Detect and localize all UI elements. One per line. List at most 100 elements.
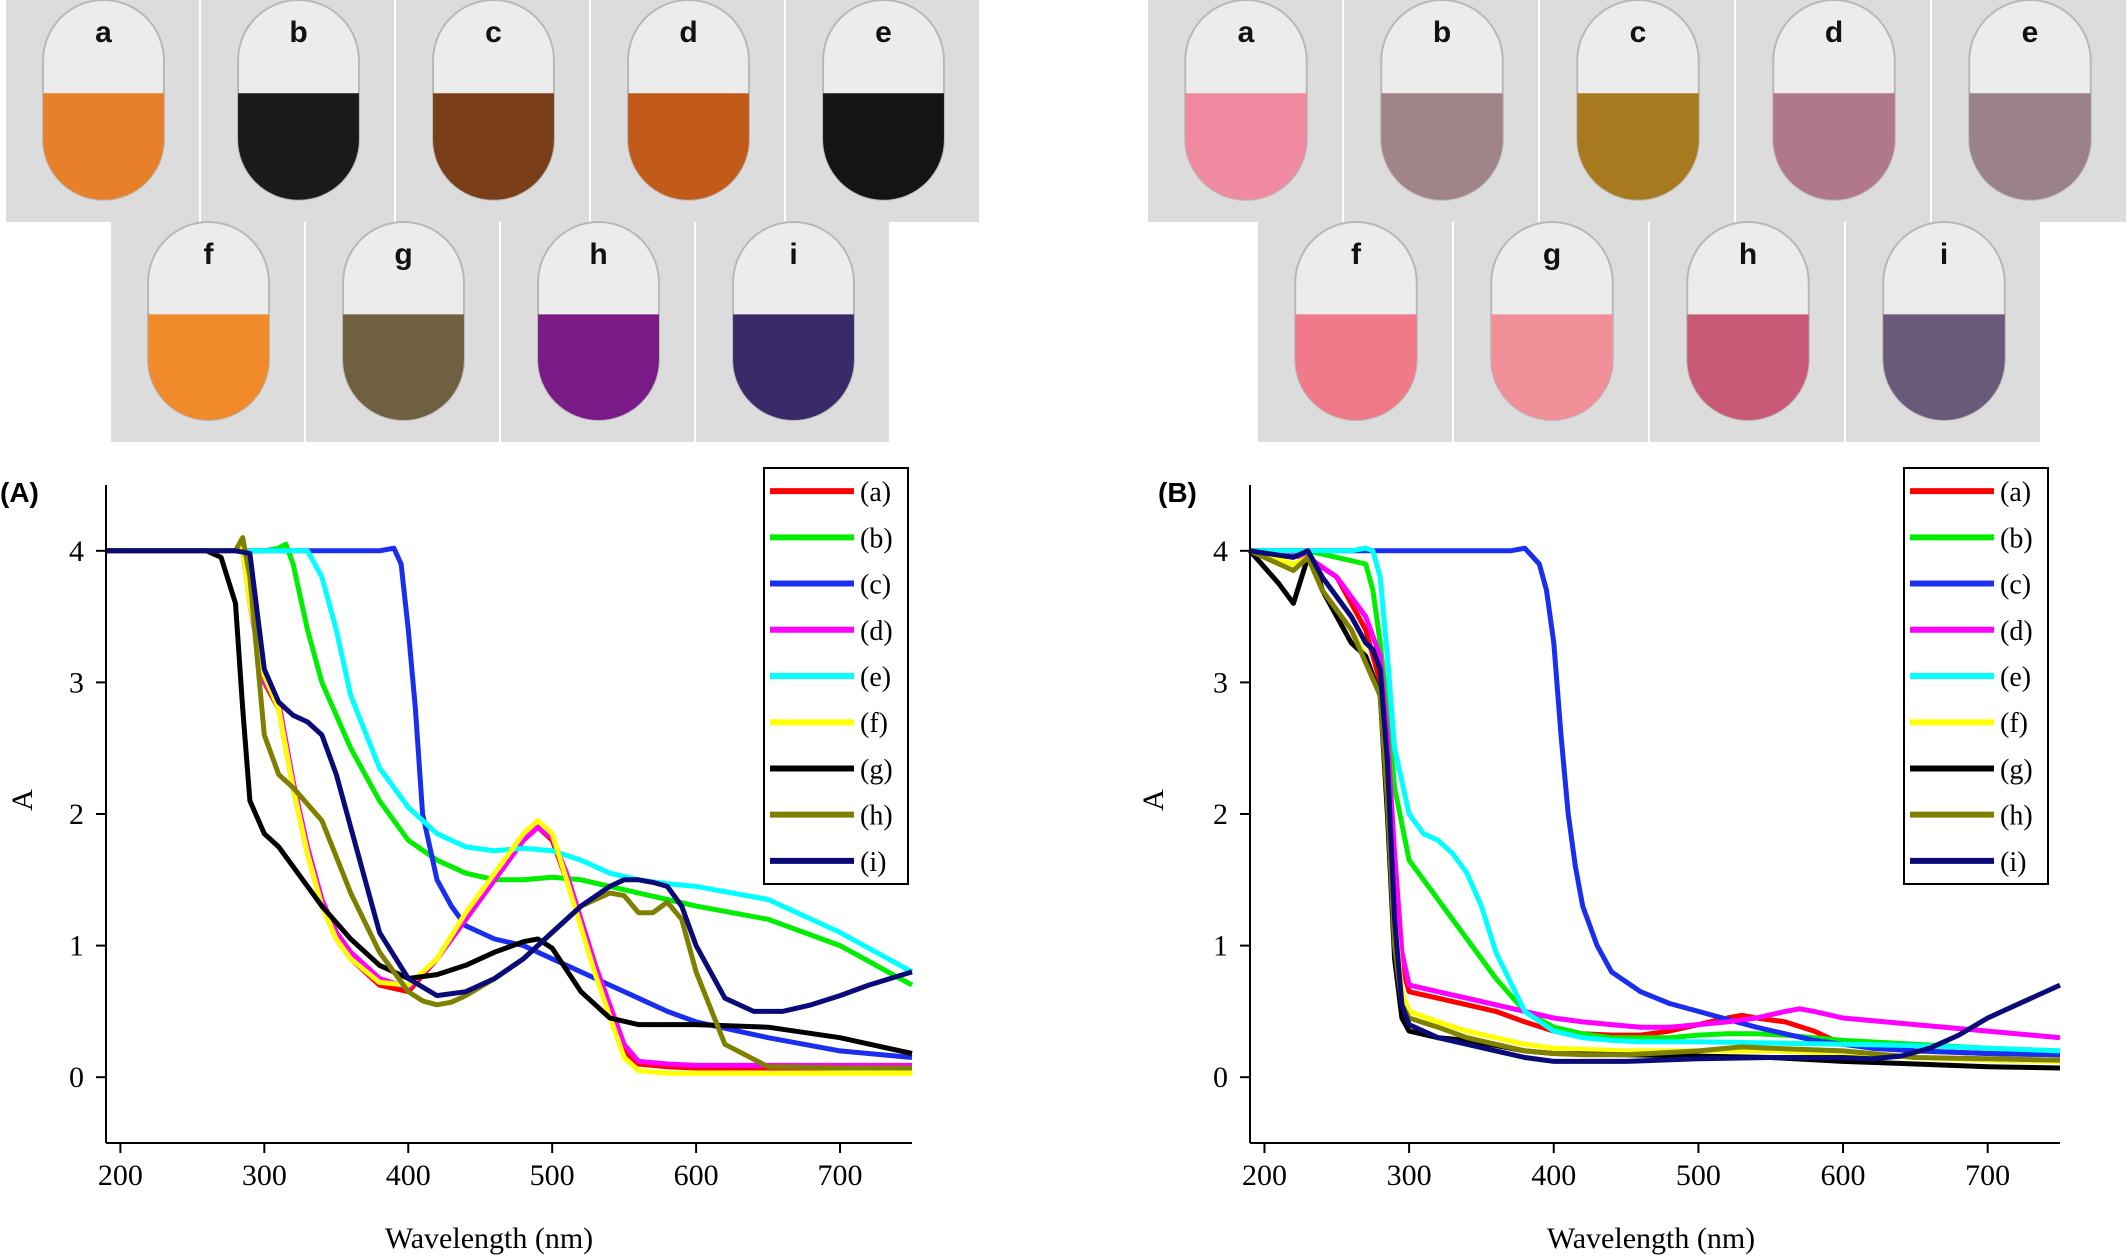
tube-label: c (1630, 16, 1647, 49)
tube-liquid (1295, 314, 1417, 420)
tube-liquid (1381, 93, 1503, 200)
tube-photo: a (6, 0, 199, 222)
tube-photo: h (1650, 221, 1844, 442)
photos-panel-b-row2: f g h i (1258, 221, 2040, 442)
y-tick-label: 3 (69, 666, 84, 699)
series-line (106, 545, 912, 1076)
series-line (106, 545, 913, 1060)
tube-photo: e (1932, 0, 2126, 222)
y-tick-label: 0 (69, 1061, 84, 1094)
x-tick-label: 700 (818, 1159, 863, 1192)
series-line (106, 548, 913, 1056)
tube-liquid (1773, 93, 1895, 200)
y-tick-label: 4 (69, 535, 84, 568)
tube-photo: h (501, 221, 694, 442)
tube-label: h (1739, 238, 1757, 271)
x-tick-label: 500 (530, 1159, 575, 1192)
tube-label: i (789, 238, 797, 271)
tube-liquid (1577, 93, 1699, 200)
x-tick-label: 700 (1965, 1159, 2010, 1192)
panel-label-a: (A) (0, 477, 39, 508)
y-tick-label: 1 (1213, 930, 1228, 963)
legend-entry: (f) (860, 708, 888, 739)
tube-liquid (343, 314, 464, 420)
x-tick-label: 400 (386, 1159, 431, 1192)
legend-entry: (d) (2000, 616, 2033, 647)
tube-liquid (538, 314, 659, 420)
photos-panel-a-row1: a b c d e (6, 0, 979, 222)
tube-label: b (1433, 16, 1451, 49)
tube-photo: e (786, 0, 979, 222)
tube-liquid (733, 314, 854, 420)
x-tick-label: 500 (1676, 1159, 1721, 1192)
tube-label: g (394, 238, 412, 271)
tube-label: d (1825, 16, 1843, 49)
tube-label: b (289, 16, 307, 49)
tube-photo: i (1846, 221, 2040, 442)
legend-entry: (c) (860, 570, 891, 601)
legend-entry: (i) (2000, 847, 2026, 878)
legend-entry: (b) (860, 523, 893, 554)
tube-liquid (1687, 314, 1809, 420)
legend: (a) (b) (c) (d) (e) (f) (g) (h) (i) (1903, 467, 2049, 885)
tube-photo: c (396, 0, 589, 222)
panel-label-b: (B) (1158, 477, 1197, 508)
photos-panel-b-row1: a b c d e (1148, 0, 2126, 222)
series-line (1249, 548, 2062, 1064)
tube-liquid (1883, 314, 2005, 420)
tube-liquid (823, 93, 944, 200)
legend-entry: (c) (2000, 570, 2031, 601)
tube-photo: g (1454, 221, 1648, 442)
series-line (1250, 545, 2061, 1054)
legend-entry: (g) (860, 754, 893, 785)
tube-photo: b (201, 0, 394, 222)
tube-photo: d (1736, 0, 1930, 222)
tube-label: d (679, 16, 697, 49)
tube-photo: a (1148, 0, 1342, 222)
x-tick-label: 300 (242, 1159, 287, 1192)
tube-photo: g (306, 221, 499, 442)
legend-entry: (h) (860, 801, 893, 832)
tube-liquid (238, 93, 359, 200)
x-tick-label: 400 (1531, 1159, 1576, 1192)
tube-label: a (95, 16, 112, 49)
tube-liquid (43, 93, 164, 200)
x-tick-label: 200 (98, 1159, 143, 1192)
tube-photo: c (1540, 0, 1734, 222)
y-tick-label: 3 (1213, 666, 1228, 699)
legend: (a) (b) (c) (d) (e) (f) (g) (h) (i) (763, 467, 909, 885)
tube-label: e (875, 16, 892, 49)
tube-liquid (148, 314, 269, 420)
x-tick-label: 300 (1387, 1159, 1432, 1192)
series-line (106, 548, 914, 975)
tube-label: e (2022, 16, 2039, 49)
x-tick-label: 600 (1821, 1159, 1866, 1192)
tube-photo: b (1344, 0, 1538, 222)
tube-label: a (1238, 16, 1255, 49)
tube-photo: d (591, 0, 784, 222)
legend-entry: (h) (2000, 801, 2033, 832)
x-axis-label: Wavelength (nm) (1547, 1222, 1755, 1255)
legend-entry: (b) (2000, 523, 2033, 554)
photos-panel-a-row2: f g h i (111, 221, 889, 442)
tube-label: f (1351, 238, 1362, 271)
legend-entry: (d) (860, 616, 893, 647)
tube-liquid (1969, 93, 2091, 200)
x-tick-label: 200 (1242, 1159, 1287, 1192)
y-axis-label: A (6, 789, 39, 811)
tube-photo: f (1258, 221, 1452, 442)
y-tick-label: 0 (1213, 1061, 1228, 1094)
legend-entry: (a) (860, 477, 891, 508)
tube-label: h (589, 238, 607, 271)
legend-entry: (e) (860, 662, 891, 693)
tube-label: c (485, 16, 502, 49)
tube-liquid (433, 93, 554, 200)
tube-liquid (1491, 314, 1613, 420)
y-tick-label: 2 (1213, 798, 1228, 831)
tube-label: g (1543, 238, 1561, 271)
series-line (1248, 548, 2061, 1063)
x-axis-label: Wavelength (nm) (385, 1222, 593, 1255)
